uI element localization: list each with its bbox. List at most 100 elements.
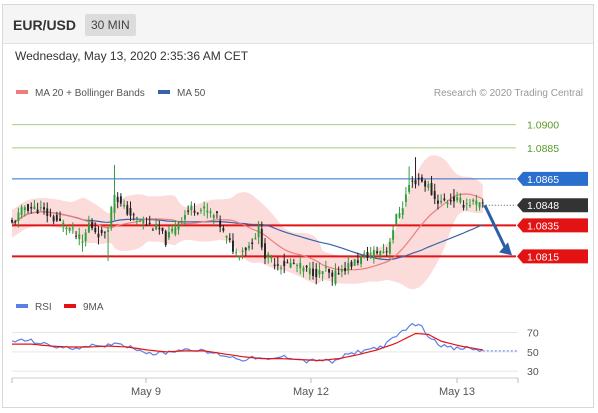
candle-body	[20, 206, 23, 216]
candle-body	[145, 224, 148, 226]
candle-body	[139, 220, 142, 222]
candle-body	[126, 205, 129, 215]
candle-body	[238, 255, 241, 258]
candle-body	[302, 267, 305, 272]
candle-body	[459, 197, 462, 203]
candle-body	[257, 226, 260, 238]
candle-body	[17, 212, 20, 222]
candle-body	[420, 177, 423, 182]
candle-body	[78, 234, 81, 240]
candle-body	[376, 251, 379, 254]
candle-body	[52, 216, 55, 222]
candle-body	[158, 227, 161, 230]
candle-body	[183, 215, 186, 220]
ma50-line	[11, 211, 484, 261]
candle-body	[478, 202, 481, 208]
ma20-legend-swatch	[16, 90, 28, 94]
candle-body	[251, 242, 254, 244]
candle-body	[408, 184, 411, 192]
candle-body	[363, 253, 366, 255]
candle-body	[443, 198, 446, 201]
candle-body	[328, 269, 331, 273]
candle-body	[235, 252, 238, 254]
candle-body	[340, 268, 343, 272]
price-plot	[11, 124, 516, 290]
candle-body	[196, 212, 199, 214]
candle-body	[203, 206, 206, 209]
candle-body	[254, 238, 257, 240]
time-tick-label: May 12	[293, 386, 329, 398]
candle-body	[244, 247, 247, 251]
candle-body	[11, 220, 13, 223]
price-tag-label: 1.0815	[527, 251, 559, 263]
candle-body	[39, 207, 42, 209]
candle-body	[206, 210, 209, 213]
candle-body	[100, 229, 103, 234]
candle-body	[132, 214, 135, 216]
candle-body	[155, 224, 158, 230]
candle-body	[75, 235, 78, 237]
candle-body	[401, 208, 404, 215]
instrument-label: EUR/USD	[13, 17, 77, 33]
candle-body	[65, 227, 68, 229]
candle-body	[382, 251, 385, 253]
candle-body	[30, 206, 33, 209]
ma20-legend-label: MA 20 + Bollinger Bands	[35, 88, 145, 99]
candle-body	[216, 211, 218, 213]
candle-body	[36, 209, 39, 214]
candle-body	[347, 263, 350, 271]
price-tag-1.0815	[517, 249, 588, 264]
rsi-tick-label: 30	[527, 366, 539, 378]
time-tick-label: May 9	[131, 386, 161, 398]
candle-body	[321, 271, 324, 274]
candle-body	[475, 200, 478, 205]
candle-body	[417, 177, 420, 180]
candle-body	[161, 227, 164, 232]
candle-body	[264, 243, 266, 259]
candle-body	[366, 251, 369, 259]
candle-body	[344, 268, 347, 272]
credit-text: Research © 2020 Trading Central	[434, 88, 583, 99]
candle-body	[110, 206, 113, 227]
interval-badge[interactable]: 30 MIN	[85, 14, 136, 36]
candle-body	[446, 202, 449, 205]
candle-body	[404, 194, 407, 203]
candle-body	[135, 217, 138, 220]
price-tag-label: 1.0900	[527, 120, 559, 132]
rsi-ma-line	[12, 332, 483, 362]
bollinger-band	[12, 155, 483, 290]
candle-body	[276, 264, 279, 266]
candle-body	[209, 211, 212, 214]
candle-body	[481, 202, 484, 204]
candle-body	[27, 204, 29, 211]
candle-body	[385, 251, 388, 253]
candle-body	[222, 228, 225, 231]
candle-body	[469, 204, 471, 206]
candle-body	[456, 197, 459, 201]
candle-body	[148, 222, 151, 224]
time-tick-label: May 13	[439, 386, 475, 398]
candle-body	[337, 273, 340, 275]
candle-body	[286, 262, 289, 264]
candle-body	[280, 267, 282, 269]
candle-body	[312, 268, 314, 277]
rsi-ma-legend-label: 9MA	[83, 302, 104, 313]
candle-body	[43, 207, 45, 210]
candle-body	[113, 194, 116, 213]
candle-body	[452, 196, 455, 202]
ma50-legend-swatch	[158, 90, 170, 94]
rsi-legend-swatch	[16, 304, 28, 308]
time-axis-labels: May 9 May 12 May 13	[11, 378, 519, 398]
candle-body	[151, 229, 154, 231]
candle-body	[472, 199, 475, 202]
candle-body	[388, 241, 391, 254]
projection-arrow-shaft	[483, 204, 508, 250]
candle-body	[123, 204, 126, 207]
projection-arrow-head	[499, 242, 512, 256]
price-levels: 1.0900 1.0885 1.0865 1.0848 1.0835 1.0815	[517, 120, 588, 264]
ma20-line	[11, 193, 484, 271]
candle-body	[174, 227, 177, 235]
candle-body	[283, 260, 286, 267]
candle-body	[187, 210, 190, 212]
